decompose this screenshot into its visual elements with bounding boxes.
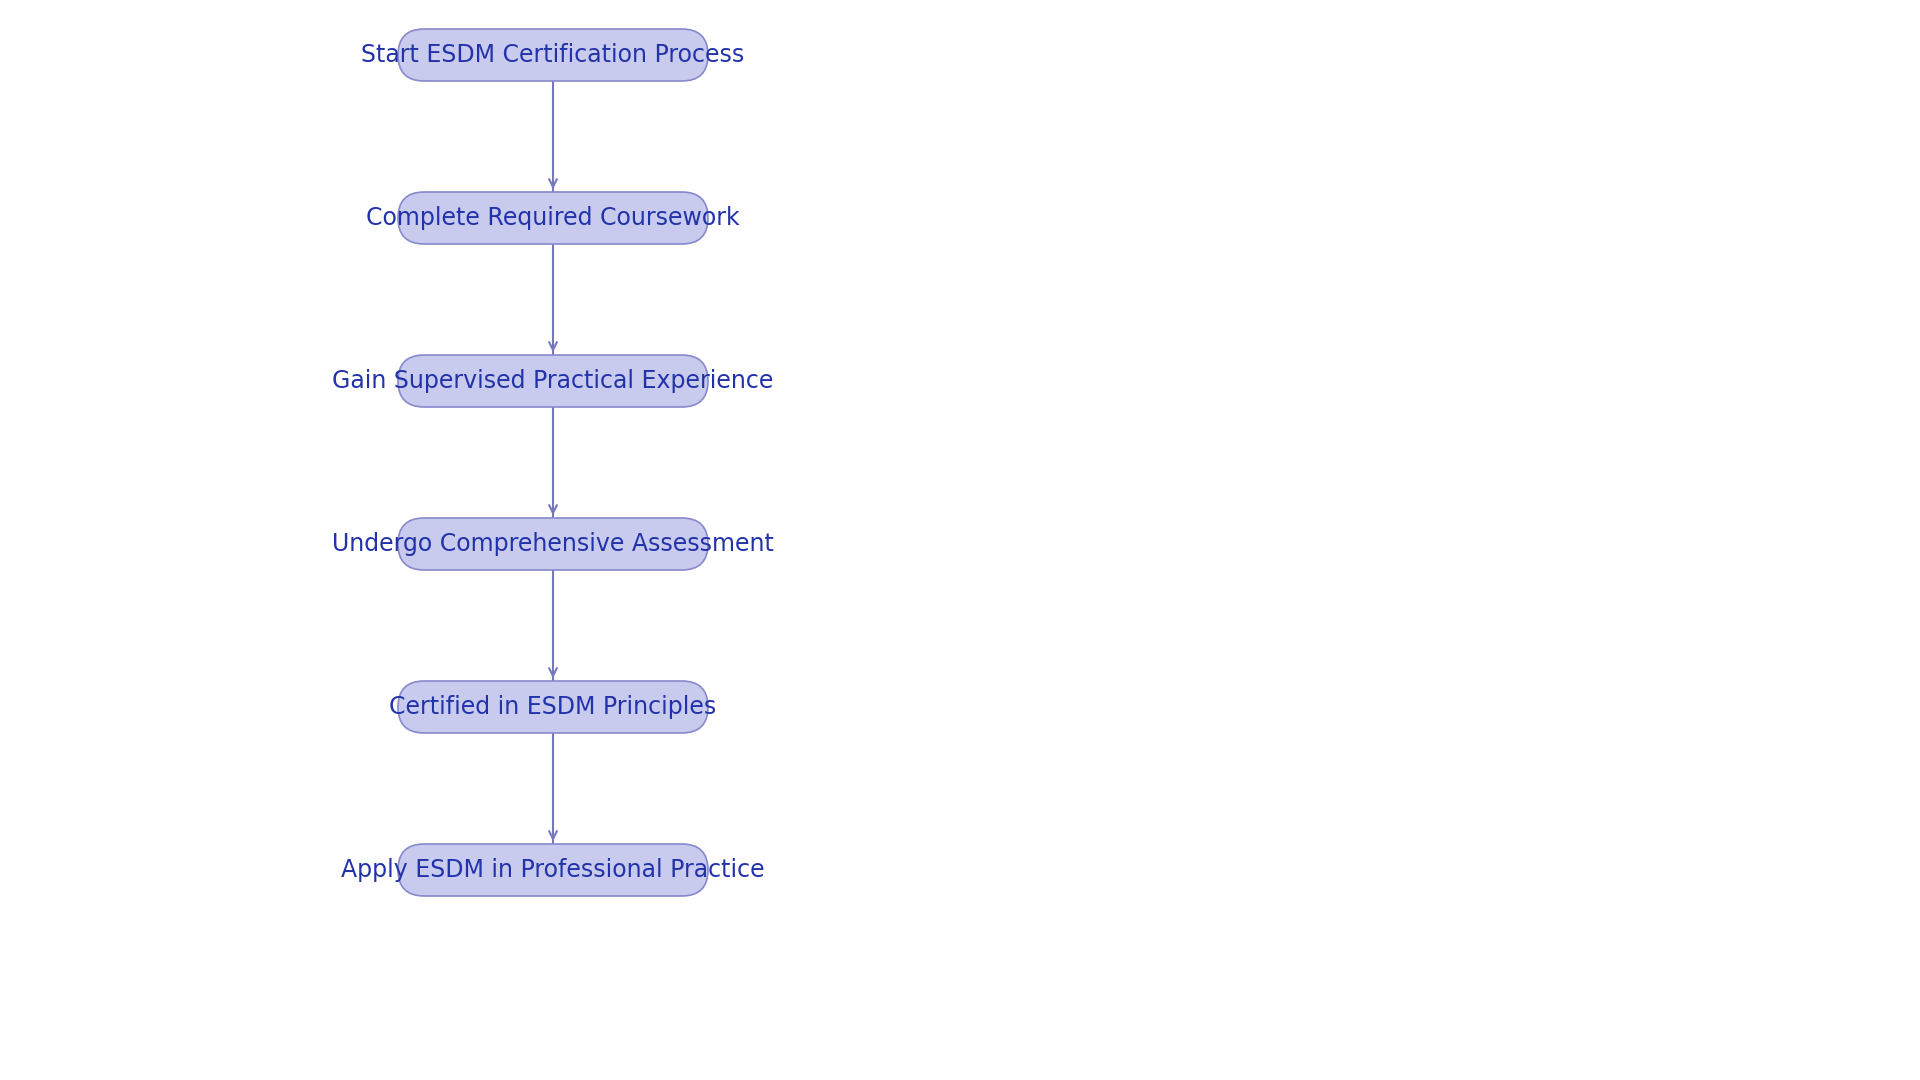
Text: Apply ESDM in Professional Practice: Apply ESDM in Professional Practice — [342, 858, 764, 882]
Text: Certified in ESDM Principles: Certified in ESDM Principles — [390, 696, 716, 719]
FancyBboxPatch shape — [397, 29, 708, 81]
FancyBboxPatch shape — [397, 681, 708, 733]
Text: Undergo Comprehensive Assessment: Undergo Comprehensive Assessment — [332, 532, 774, 556]
FancyBboxPatch shape — [397, 355, 708, 407]
FancyBboxPatch shape — [397, 843, 708, 896]
Text: Complete Required Coursework: Complete Required Coursework — [367, 206, 739, 230]
Text: Gain Supervised Practical Experience: Gain Supervised Practical Experience — [332, 369, 774, 393]
FancyBboxPatch shape — [397, 518, 708, 570]
FancyBboxPatch shape — [397, 192, 708, 244]
Text: Start ESDM Certification Process: Start ESDM Certification Process — [361, 43, 745, 67]
